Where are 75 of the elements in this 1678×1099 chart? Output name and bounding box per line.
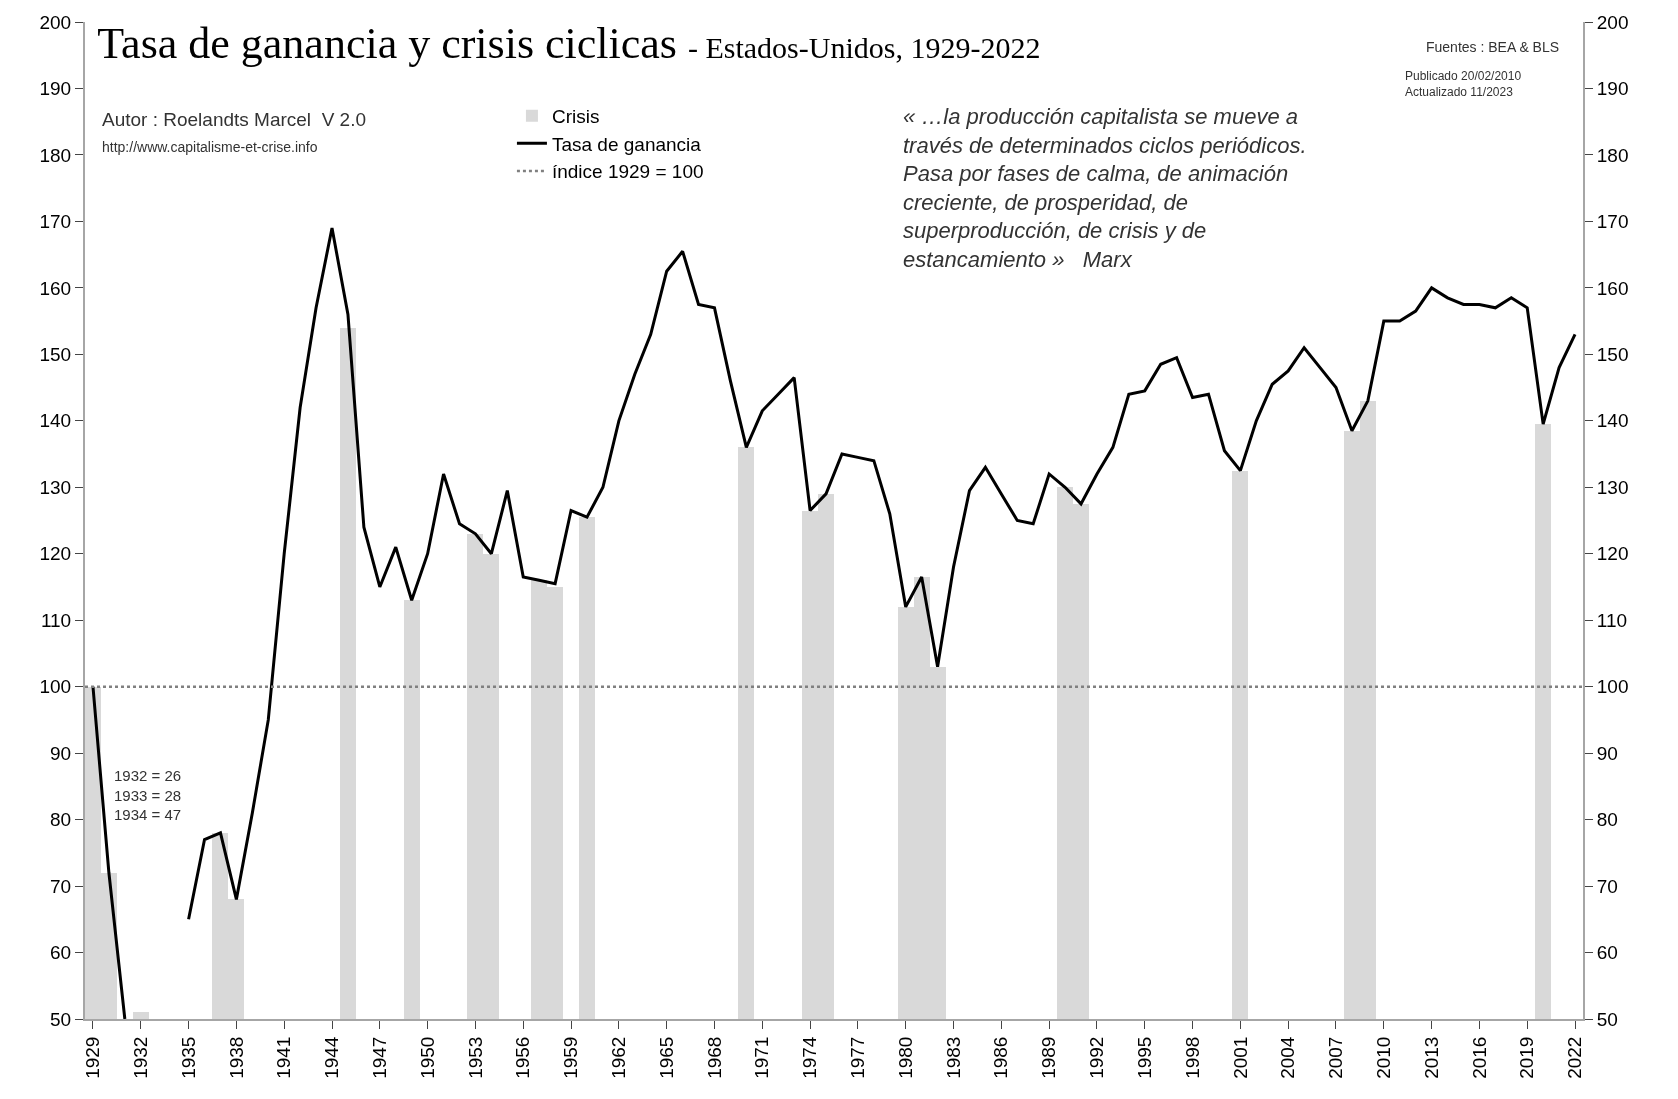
x-tick-label: 2022 bbox=[1564, 1036, 1586, 1079]
y-tick-label: 170 bbox=[39, 211, 72, 233]
y2-tick-label: 80 bbox=[1596, 809, 1618, 831]
legend-label: Crisis bbox=[551, 106, 600, 128]
x-tick-label: 2007 bbox=[1325, 1036, 1347, 1079]
y-tick-label: 90 bbox=[50, 742, 72, 764]
x-tick-label: 1989 bbox=[1038, 1036, 1060, 1079]
y2-tick-label: 200 bbox=[1596, 11, 1629, 33]
chart-title: Tasa de ganancia y crisis ciclicas bbox=[97, 19, 677, 69]
annotation: 1932 = 26 1933 = 28 1934 = 47 bbox=[114, 767, 182, 823]
y-tick-label: 60 bbox=[50, 942, 72, 964]
x-tick-label: 1977 bbox=[847, 1036, 869, 1079]
chart-subtitle: - Estados-Unidos, 1929-2022 bbox=[687, 31, 1041, 65]
y-tick-label: 120 bbox=[39, 543, 72, 565]
x-tick-label: 1971 bbox=[751, 1036, 773, 1079]
x-tick-label: 2001 bbox=[1229, 1036, 1251, 1079]
y-tick-label: 50 bbox=[50, 1008, 72, 1030]
x-tick-label: 1968 bbox=[703, 1036, 725, 1079]
y2-tick-label: 60 bbox=[1596, 942, 1618, 964]
y-tick-label: 100 bbox=[39, 676, 72, 698]
x-tick-label: 2016 bbox=[1468, 1036, 1490, 1079]
x-tick-label: 1959 bbox=[560, 1036, 582, 1079]
x-tick-label: 1941 bbox=[273, 1036, 295, 1079]
y2-tick-label: 170 bbox=[1596, 211, 1629, 233]
y2-tick-label: 110 bbox=[1596, 609, 1628, 631]
y2-tick-label: 160 bbox=[1596, 277, 1629, 299]
y-tick-label: 200 bbox=[39, 11, 72, 33]
y-tick-label: 110 bbox=[40, 609, 72, 631]
y2-tick-label: 130 bbox=[1596, 476, 1629, 498]
y-tick-label: 150 bbox=[39, 343, 72, 365]
x-tick-label: 1974 bbox=[799, 1036, 821, 1079]
y2-tick-label: 100 bbox=[1596, 676, 1629, 698]
annotation: Publicado 20/02/2010 Actualizado 11/2023 bbox=[1405, 69, 1522, 99]
x-tick-label: 1986 bbox=[990, 1036, 1012, 1079]
annotation: Autor : Roelandts Marcel V 2.0 bbox=[102, 109, 367, 130]
x-tick-label: 1995 bbox=[1133, 1036, 1155, 1079]
y-tick-label: 80 bbox=[50, 809, 72, 831]
y-tick-label: 160 bbox=[39, 277, 72, 299]
x-tick-label: 1998 bbox=[1181, 1036, 1203, 1079]
x-tick-label: 1953 bbox=[464, 1036, 486, 1079]
x-tick-label: 1983 bbox=[942, 1036, 964, 1079]
y2-tick-label: 70 bbox=[1596, 875, 1618, 897]
y-tick-label: 180 bbox=[39, 144, 72, 166]
x-tick-label: 2013 bbox=[1420, 1036, 1442, 1079]
x-tick-label: 1947 bbox=[368, 1036, 390, 1079]
annotation: http://www.capitalisme-et-crise.info bbox=[102, 139, 318, 155]
y2-tick-label: 190 bbox=[1596, 78, 1629, 100]
x-tick-label: 1965 bbox=[655, 1036, 677, 1079]
legend-label: índice 1929 = 100 bbox=[551, 161, 704, 183]
x-tick-label: 1932 bbox=[129, 1036, 151, 1079]
annotation: Fuentes : BEA & BLS bbox=[1426, 39, 1560, 55]
y-tick-label: 190 bbox=[39, 78, 72, 100]
x-tick-label: 2019 bbox=[1516, 1036, 1538, 1079]
x-tick-label: 1992 bbox=[1086, 1036, 1108, 1079]
y2-tick-label: 140 bbox=[1596, 410, 1629, 432]
x-tick-label: 1935 bbox=[177, 1036, 199, 1079]
x-tick-label: 1938 bbox=[225, 1036, 247, 1079]
y-tick-label: 70 bbox=[50, 875, 72, 897]
x-tick-label: 2004 bbox=[1277, 1036, 1299, 1079]
y2-tick-label: 180 bbox=[1596, 144, 1629, 166]
x-tick-label: 2010 bbox=[1372, 1036, 1394, 1079]
x-tick-label: 1929 bbox=[82, 1036, 104, 1079]
y-tick-label: 130 bbox=[39, 476, 72, 498]
y2-tick-label: 150 bbox=[1596, 343, 1629, 365]
y2-tick-label: 120 bbox=[1596, 543, 1629, 565]
x-tick-label: 1950 bbox=[416, 1036, 438, 1079]
y2-tick-label: 90 bbox=[1596, 742, 1618, 764]
x-tick-label: 1944 bbox=[321, 1036, 343, 1079]
y-tick-label: 140 bbox=[39, 410, 72, 432]
x-tick-label: 1956 bbox=[512, 1036, 534, 1079]
legend-label: Tasa de ganancia bbox=[551, 133, 702, 155]
x-tick-label: 1962 bbox=[608, 1036, 630, 1079]
annotation: « …la producción capitalista se mueve a través de determinados ciclos periódicos. Pasa por fases de calma, de animación creciente, de prosperidad, de superproducción, de crisis y de estancamiento » Marx bbox=[903, 104, 1307, 272]
x-tick-label: 1980 bbox=[894, 1036, 916, 1079]
y2-tick-label: 50 bbox=[1596, 1008, 1618, 1030]
